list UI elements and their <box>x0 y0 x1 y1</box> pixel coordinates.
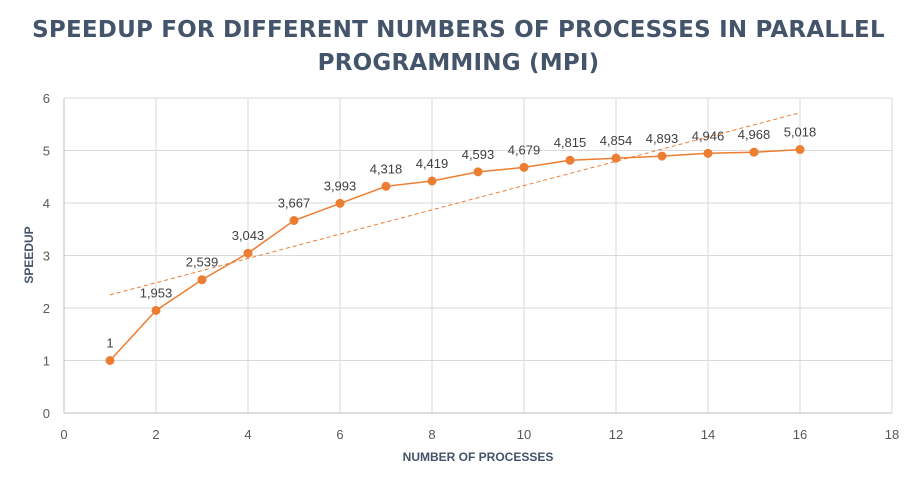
x-tick-label: 18 <box>885 427 899 442</box>
data-label: 1 <box>106 336 113 351</box>
data-point <box>519 162 529 172</box>
data-label: 3,667 <box>278 195 311 210</box>
data-point <box>473 167 483 177</box>
data-point <box>611 153 621 163</box>
x-axis-title: NUMBER OF PROCESSES <box>403 450 554 464</box>
data-label: 4,854 <box>600 133 633 148</box>
chart-title-line-1: SPEEDUP FOR DIFFERENT NUMBERS OF PROCESS… <box>32 17 885 43</box>
x-tick-label: 8 <box>428 427 435 442</box>
data-point <box>105 356 115 365</box>
data-label: 4,419 <box>416 156 449 171</box>
x-tick-label: 16 <box>793 427 807 442</box>
data-point <box>289 215 299 225</box>
chart-title-line-2: PROGRAMMING (MPI) <box>317 50 600 76</box>
data-series <box>105 145 805 365</box>
y-tick-label: 2 <box>43 301 50 316</box>
x-tick-label: 10 <box>517 427 531 442</box>
x-tick-labels: 0 2 4 6 8 10 12 14 16 18 <box>60 427 899 442</box>
x-tick-label: 0 <box>60 427 67 442</box>
data-label: 2,539 <box>186 255 219 270</box>
data-label: 3,993 <box>324 178 357 193</box>
x-tick-label: 2 <box>152 427 159 442</box>
x-tick-label: 14 <box>701 427 715 442</box>
y-tick-label: 3 <box>43 249 50 264</box>
data-label: 4,893 <box>646 131 679 146</box>
data-point <box>657 151 667 161</box>
data-point <box>243 248 253 258</box>
y-tick-label: 1 <box>43 354 50 369</box>
data-label: 4,593 <box>462 147 495 162</box>
data-labels: 1 1,953 2,539 3,043 3,667 3,993 4,318 4,419 4,59… <box>106 125 816 351</box>
x-tick-label: 4 <box>244 427 251 442</box>
data-point <box>749 147 759 157</box>
data-label: 1,953 <box>140 285 173 300</box>
data-point <box>335 198 345 208</box>
data-point <box>703 148 713 158</box>
y-tick-label: 6 <box>43 91 50 106</box>
data-label: 3,043 <box>232 228 265 243</box>
data-label: 5,018 <box>784 125 817 140</box>
data-label: 4,679 <box>508 142 541 157</box>
y-axis-title: SPEEDUP <box>22 226 36 283</box>
x-tick-label: 6 <box>336 427 343 442</box>
data-label: 4,968 <box>738 127 771 142</box>
chart-title: SPEEDUP FOR DIFFERENT NUMBERS OF PROCESS… <box>0 14 917 80</box>
x-tick-label: 12 <box>609 427 623 442</box>
y-tick-label: 0 <box>43 406 50 421</box>
data-point <box>427 176 437 186</box>
data-label: 4,815 <box>554 135 587 150</box>
data-label: 4,946 <box>692 128 725 143</box>
y-tick-labels: 0 1 2 3 4 5 6 <box>43 91 50 421</box>
y-tick-label: 4 <box>43 196 50 211</box>
data-point <box>565 155 575 165</box>
data-point <box>795 145 805 155</box>
data-point <box>381 181 391 191</box>
y-tick-label: 5 <box>43 144 50 159</box>
data-point <box>151 305 161 315</box>
data-label: 4,318 <box>370 161 403 176</box>
axes <box>63 98 892 414</box>
data-point <box>197 275 207 285</box>
series-line <box>109 148 801 362</box>
